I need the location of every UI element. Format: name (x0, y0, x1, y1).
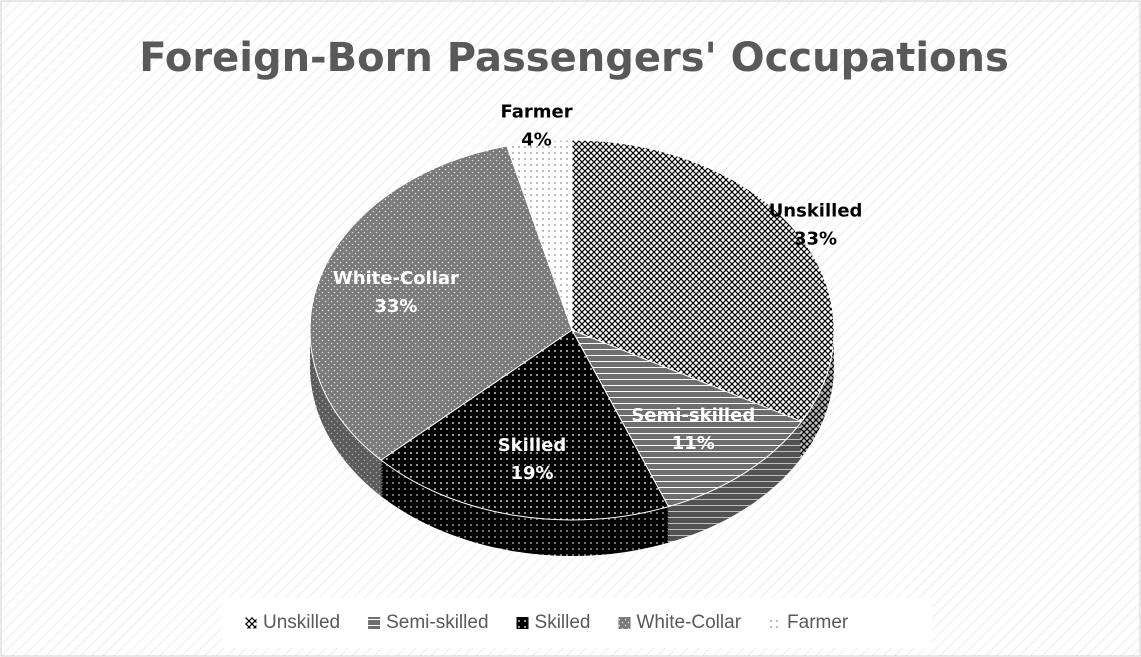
chart-title: Foreign-Born Passengers' Occupations (139, 35, 1009, 81)
data-label-value: 11% (672, 433, 715, 454)
data-label-category: White-Collar (333, 268, 459, 289)
legend-label: Semi-skilled (386, 612, 488, 633)
pie-slice (309, 145, 573, 461)
pie-slice (380, 329, 670, 521)
legend-label: Farmer (787, 612, 849, 633)
pie-slice (571, 139, 835, 423)
legend-swatch (368, 617, 381, 629)
legend-swatch (768, 616, 782, 630)
legend-swatch (618, 617, 631, 629)
legend-label: Skilled (535, 612, 591, 633)
data-label-category: Skilled (498, 435, 567, 456)
legend-swatch (244, 616, 258, 630)
data-label-value: 33% (794, 229, 837, 250)
data-label-value: 33% (374, 296, 417, 317)
legend-label: White-Collar (637, 612, 742, 633)
data-label-value: 19% (510, 463, 553, 484)
data-label-category: Farmer (500, 101, 572, 122)
data-label-category: Semi-skilled (631, 405, 755, 426)
pie-slice (570, 329, 803, 508)
legend-swatch (516, 617, 529, 629)
data-label-category: Unskilled (769, 201, 863, 222)
data-label-value: 4% (521, 129, 552, 150)
legend-background (222, 598, 932, 648)
pie-slice (506, 139, 573, 331)
legend-label: Unskilled (263, 612, 340, 633)
